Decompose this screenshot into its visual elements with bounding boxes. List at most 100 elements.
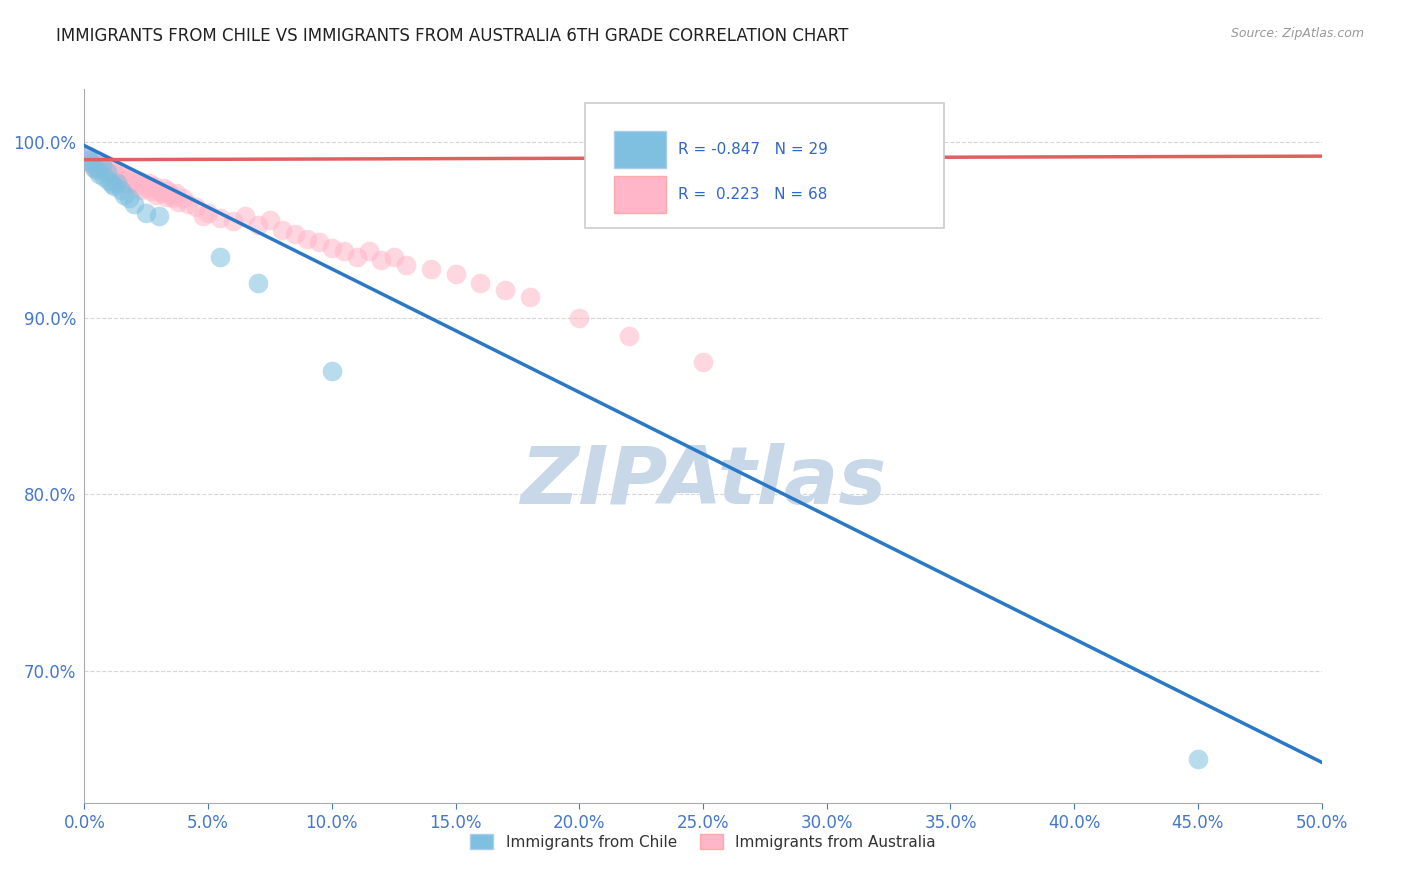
Point bbox=[108, 172, 131, 186]
Point bbox=[112, 174, 135, 188]
Point bbox=[105, 176, 128, 190]
Point bbox=[89, 167, 111, 181]
Point bbox=[692, 355, 714, 369]
Point bbox=[197, 205, 219, 219]
Point bbox=[142, 179, 165, 194]
FancyBboxPatch shape bbox=[585, 103, 945, 228]
Text: R = -0.847   N = 29: R = -0.847 N = 29 bbox=[678, 143, 828, 157]
Point bbox=[148, 209, 170, 223]
Text: IMMIGRANTS FROM CHILE VS IMMIGRANTS FROM AUSTRALIA 6TH GRADE CORRELATION CHART: IMMIGRANTS FROM CHILE VS IMMIGRANTS FROM… bbox=[56, 27, 849, 45]
Point bbox=[222, 214, 245, 228]
Point bbox=[138, 176, 160, 190]
Point bbox=[470, 276, 492, 290]
Point bbox=[246, 218, 269, 232]
Point bbox=[122, 176, 145, 190]
Point bbox=[76, 149, 98, 163]
Point bbox=[165, 186, 187, 201]
Point bbox=[118, 191, 141, 205]
Point bbox=[148, 183, 170, 197]
Point bbox=[346, 250, 368, 264]
Point bbox=[132, 178, 155, 192]
Point bbox=[128, 174, 150, 188]
Point bbox=[76, 153, 98, 167]
Point bbox=[125, 179, 148, 194]
Point bbox=[172, 191, 194, 205]
Point bbox=[100, 178, 122, 192]
Point bbox=[93, 163, 115, 178]
Point bbox=[209, 211, 232, 225]
Point bbox=[110, 169, 132, 183]
Text: R =  0.223   N = 68: R = 0.223 N = 68 bbox=[678, 187, 828, 202]
Point bbox=[191, 209, 214, 223]
Point bbox=[617, 329, 640, 343]
Point bbox=[103, 179, 125, 194]
Point bbox=[103, 167, 125, 181]
Point bbox=[1187, 752, 1209, 766]
Point bbox=[110, 183, 132, 197]
Point bbox=[382, 250, 405, 264]
Text: Source: ZipAtlas.com: Source: ZipAtlas.com bbox=[1230, 27, 1364, 40]
Point bbox=[100, 161, 122, 176]
Point bbox=[145, 188, 167, 202]
Point bbox=[308, 235, 330, 250]
Point bbox=[259, 212, 281, 227]
Point bbox=[115, 170, 138, 185]
Point bbox=[395, 259, 418, 273]
Point bbox=[233, 209, 256, 223]
Point bbox=[90, 158, 112, 172]
Point bbox=[129, 183, 152, 197]
Point bbox=[135, 205, 157, 219]
Point bbox=[444, 267, 467, 281]
Point bbox=[157, 185, 180, 199]
FancyBboxPatch shape bbox=[614, 131, 666, 169]
Point bbox=[120, 172, 142, 186]
Point bbox=[321, 364, 343, 378]
Point bbox=[86, 163, 108, 178]
Point bbox=[519, 290, 541, 304]
Point bbox=[83, 160, 105, 174]
Point bbox=[93, 170, 115, 185]
Point bbox=[135, 181, 157, 195]
Point bbox=[80, 156, 103, 170]
Y-axis label: 6th Grade: 6th Grade bbox=[0, 408, 1, 484]
Point bbox=[167, 194, 190, 209]
FancyBboxPatch shape bbox=[614, 177, 666, 213]
Point bbox=[112, 188, 135, 202]
Point bbox=[184, 200, 207, 214]
Point bbox=[122, 196, 145, 211]
Point bbox=[271, 223, 294, 237]
Point bbox=[152, 181, 174, 195]
Legend: Immigrants from Chile, Immigrants from Australia: Immigrants from Chile, Immigrants from A… bbox=[464, 828, 942, 855]
Point bbox=[246, 276, 269, 290]
Point bbox=[96, 158, 118, 172]
Point bbox=[90, 156, 112, 170]
Point bbox=[321, 241, 343, 255]
Point bbox=[177, 196, 200, 211]
Point bbox=[141, 185, 163, 199]
Point bbox=[118, 178, 141, 192]
Point bbox=[98, 174, 121, 188]
Point bbox=[80, 156, 103, 170]
Point bbox=[96, 165, 118, 179]
Point bbox=[333, 244, 356, 259]
Point bbox=[89, 161, 111, 176]
Point bbox=[209, 250, 232, 264]
Point bbox=[150, 186, 173, 201]
Point bbox=[162, 191, 184, 205]
Point bbox=[295, 232, 318, 246]
Point bbox=[86, 153, 108, 167]
Point bbox=[155, 189, 177, 203]
Point bbox=[160, 188, 183, 202]
Point bbox=[568, 311, 591, 326]
Point bbox=[357, 244, 380, 259]
Point bbox=[105, 165, 128, 179]
Point bbox=[79, 153, 101, 167]
Point bbox=[79, 149, 101, 163]
Point bbox=[419, 261, 441, 276]
Point bbox=[494, 283, 516, 297]
Text: ZIPAtlas: ZIPAtlas bbox=[520, 442, 886, 521]
Point bbox=[284, 227, 307, 241]
Point bbox=[98, 165, 121, 179]
Point bbox=[83, 161, 105, 176]
Point bbox=[370, 253, 392, 268]
